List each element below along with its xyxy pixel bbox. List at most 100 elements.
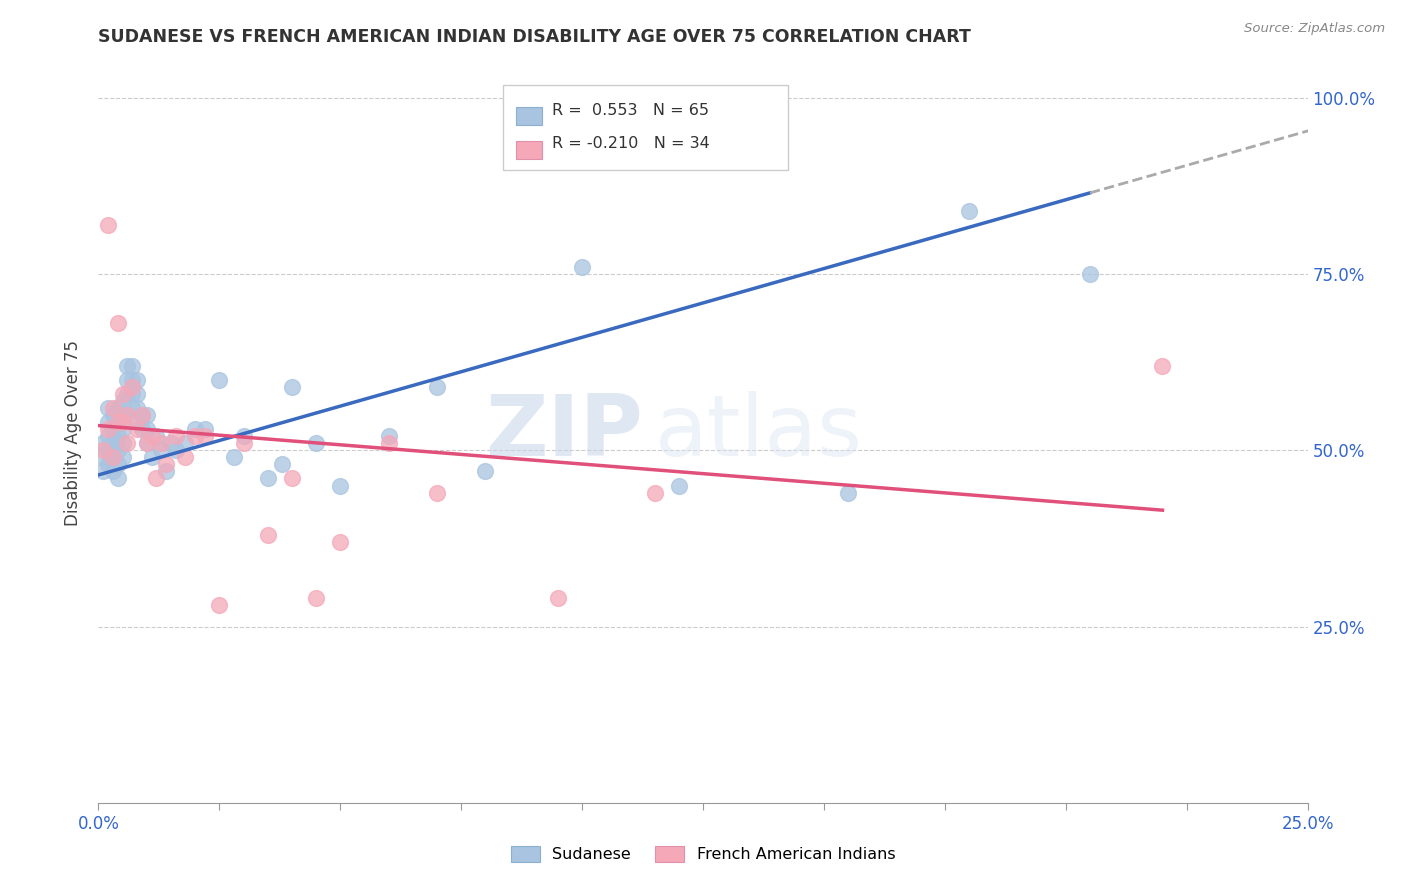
Point — [141, 429, 163, 443]
Text: Source: ZipAtlas.com: Source: ZipAtlas.com — [1244, 22, 1385, 36]
Point — [150, 443, 173, 458]
Point — [426, 485, 449, 500]
Text: R =  0.553   N = 65: R = 0.553 N = 65 — [551, 103, 709, 118]
Point — [91, 450, 114, 465]
Point — [232, 436, 254, 450]
Point — [547, 591, 569, 606]
Point — [127, 401, 149, 415]
Point — [97, 218, 120, 232]
Bar — [516, 107, 543, 126]
Point — [121, 401, 143, 415]
Point — [91, 464, 114, 478]
Point — [111, 387, 134, 401]
Point — [256, 471, 278, 485]
Point — [194, 429, 217, 443]
Point — [97, 458, 120, 472]
Point — [107, 443, 129, 458]
Point — [165, 429, 187, 443]
Point — [111, 393, 134, 408]
Point — [127, 422, 149, 436]
Point — [127, 387, 149, 401]
Point — [107, 471, 129, 485]
Point — [184, 429, 207, 443]
Point — [208, 599, 231, 613]
Point — [571, 260, 593, 274]
Point — [131, 422, 153, 436]
Point — [1078, 267, 1101, 281]
Point — [127, 373, 149, 387]
Point — [117, 408, 139, 422]
Point — [97, 429, 120, 443]
Point — [121, 373, 143, 387]
Point — [101, 422, 124, 436]
Point — [131, 408, 153, 422]
Point — [232, 429, 254, 443]
Point — [329, 535, 352, 549]
Point — [329, 478, 352, 492]
Point — [668, 478, 690, 492]
Point — [131, 408, 153, 422]
Point — [256, 528, 278, 542]
Point — [101, 408, 124, 422]
Text: atlas: atlas — [655, 391, 863, 475]
Point — [107, 415, 129, 429]
Point — [107, 401, 129, 415]
Point — [281, 471, 304, 485]
Point — [184, 422, 207, 436]
Point — [107, 316, 129, 330]
Point — [165, 443, 187, 458]
Point — [117, 373, 139, 387]
Point — [957, 203, 980, 218]
Point — [155, 458, 177, 472]
Point — [174, 436, 197, 450]
Point — [111, 450, 134, 465]
Text: SUDANESE VS FRENCH AMERICAN INDIAN DISABILITY AGE OVER 75 CORRELATION CHART: SUDANESE VS FRENCH AMERICAN INDIAN DISAB… — [98, 28, 972, 45]
Point — [377, 436, 399, 450]
Bar — [516, 141, 543, 159]
Legend: Sudanese, French American Indians: Sudanese, French American Indians — [505, 839, 901, 869]
Point — [155, 464, 177, 478]
Point — [101, 436, 124, 450]
Point — [160, 436, 183, 450]
Point — [145, 471, 167, 485]
Point — [107, 429, 129, 443]
Point — [121, 380, 143, 394]
Text: ZIP: ZIP — [485, 391, 643, 475]
Point — [281, 380, 304, 394]
Point — [107, 458, 129, 472]
Point — [194, 422, 217, 436]
Point — [97, 443, 120, 458]
Point — [101, 464, 124, 478]
Point — [101, 450, 124, 465]
Point — [107, 415, 129, 429]
Y-axis label: Disability Age Over 75: Disability Age Over 75 — [63, 340, 82, 525]
Text: R = -0.210   N = 34: R = -0.210 N = 34 — [551, 136, 710, 152]
Point — [127, 415, 149, 429]
Point — [135, 408, 157, 422]
Point — [208, 373, 231, 387]
Point — [101, 450, 124, 465]
Point — [305, 436, 328, 450]
Point — [474, 464, 496, 478]
Point — [1152, 359, 1174, 373]
Point — [141, 450, 163, 465]
Point — [117, 436, 139, 450]
Point — [111, 415, 134, 429]
Point — [111, 436, 134, 450]
Point — [101, 401, 124, 415]
Point — [145, 429, 167, 443]
Point — [97, 415, 120, 429]
Point — [91, 443, 114, 458]
Point — [271, 458, 294, 472]
Point — [135, 436, 157, 450]
Bar — [503, 85, 787, 169]
Point — [121, 387, 143, 401]
Point — [97, 422, 120, 436]
Point — [91, 436, 114, 450]
Point — [111, 408, 134, 422]
Point — [117, 387, 139, 401]
Point — [111, 422, 134, 436]
Point — [222, 450, 245, 465]
Point — [426, 380, 449, 394]
Point — [150, 436, 173, 450]
